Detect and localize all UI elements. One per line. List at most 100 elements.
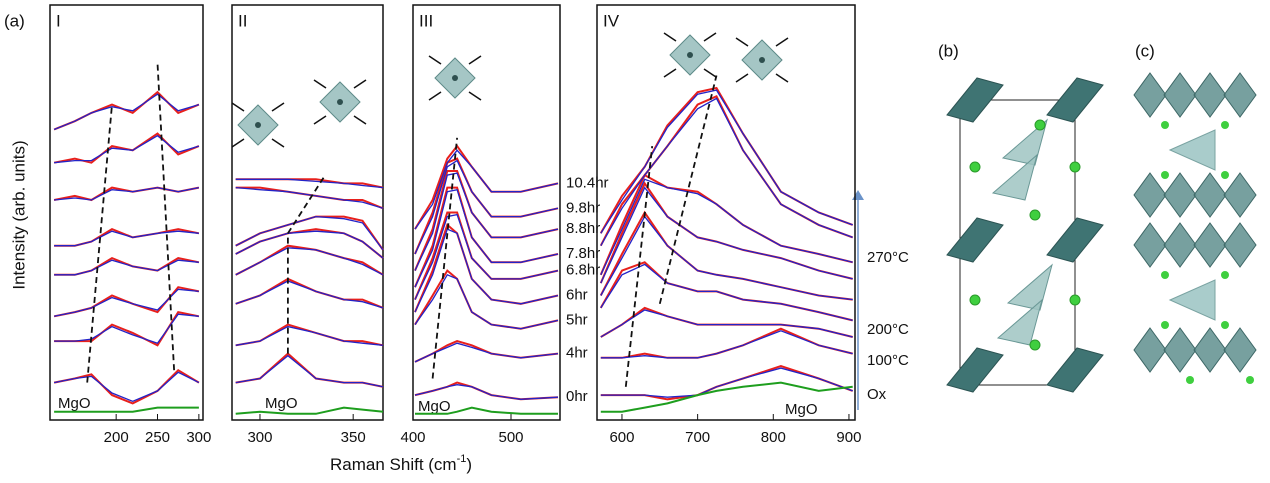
- fit-line: [414, 273, 559, 330]
- panel-number: I: [56, 11, 61, 30]
- spectrum-line: [414, 157, 559, 255]
- peak-guide: [431, 137, 458, 379]
- cation: [1186, 376, 1194, 384]
- spectrum-line: [53, 132, 200, 164]
- vibration-arrow: [703, 68, 717, 78]
- octahedron: [946, 347, 1004, 393]
- vibration-arrow: [428, 91, 442, 101]
- atom: [337, 99, 343, 105]
- temperature-label: 270°C: [867, 249, 909, 266]
- cation: [969, 161, 981, 173]
- vibration-arrow: [663, 32, 677, 42]
- tetrahedron: [1006, 263, 1053, 311]
- series-label: 7.8hr: [566, 245, 600, 262]
- temperature-label: Ox: [867, 386, 887, 403]
- fit-line: [600, 97, 853, 247]
- vibration-arrow: [313, 79, 327, 89]
- tetrahedron: [996, 298, 1043, 346]
- fit-line: [235, 215, 384, 251]
- cation: [1221, 271, 1229, 279]
- vibration-arrow: [231, 102, 245, 112]
- octahedron: [1046, 347, 1104, 393]
- fit-line: [414, 213, 559, 300]
- spectrum-line: [235, 323, 384, 347]
- vibration-arrow: [775, 73, 789, 83]
- cation: [1034, 119, 1046, 131]
- x-tick-label: 200: [104, 429, 129, 446]
- spectrum-line: [235, 215, 384, 251]
- panel-label: (a): [4, 11, 25, 30]
- octahedron: [1133, 222, 1167, 268]
- spectrum-line: [54, 310, 200, 347]
- fit-line: [53, 93, 200, 131]
- tetrahedron: [1168, 129, 1216, 171]
- octahedron: [1133, 327, 1167, 373]
- spectrum-line: [414, 381, 559, 401]
- vibration-arrow: [313, 115, 327, 125]
- series-label: 9.8hr: [566, 199, 600, 216]
- octahedron: [1193, 327, 1227, 373]
- vibration-arrow: [231, 138, 245, 148]
- series-label: 10.4hr: [566, 174, 609, 191]
- x-tick-label: 250: [145, 429, 170, 446]
- series-label: 6.8hr: [566, 262, 600, 279]
- x-axis-label-text: Raman Shift (cm: [330, 455, 457, 474]
- fit-line: [54, 313, 199, 344]
- spectrum-line: [599, 181, 853, 284]
- reference-label: MgO: [58, 395, 91, 412]
- fit-line: [235, 230, 384, 259]
- vibration-arrow: [353, 79, 367, 89]
- x-tick-label: 350: [341, 429, 366, 446]
- y-axis-label: Intensity (arb. units): [9, 140, 28, 289]
- x-tick-label: 600: [609, 429, 634, 446]
- cation: [1161, 121, 1169, 129]
- cation: [1221, 121, 1229, 129]
- vibration-arrow: [703, 32, 717, 42]
- series-label: 5hr: [566, 311, 588, 328]
- fit-line: [600, 215, 853, 301]
- vibration-arrow: [353, 115, 367, 125]
- series-label: 8.8hr: [566, 220, 600, 237]
- fit-line: [414, 384, 559, 400]
- x-tick-label: 800: [761, 429, 786, 446]
- reference-label: MgO: [785, 401, 818, 418]
- cation: [1029, 339, 1041, 351]
- vibration-arrow: [735, 37, 749, 47]
- spectrum-line: [235, 352, 384, 388]
- vibration-arrow: [735, 73, 749, 83]
- panel-label: (c): [1135, 41, 1155, 60]
- octahedron: [1193, 222, 1227, 268]
- octahedron: [1133, 172, 1167, 218]
- fit-line: [235, 247, 384, 276]
- fit-line: [600, 263, 853, 322]
- arrow-head: [852, 190, 864, 200]
- spectrum-line: [599, 210, 853, 301]
- fit-line: [414, 159, 559, 255]
- cation: [969, 294, 981, 306]
- x-tick-label: 300: [186, 429, 211, 446]
- vibration-arrow: [775, 37, 789, 47]
- fit-line: [600, 309, 853, 338]
- series-label: 4hr: [566, 345, 588, 362]
- vibration-arrow: [271, 138, 285, 148]
- cation: [1221, 171, 1229, 179]
- octahedron: [1223, 222, 1257, 268]
- vibration-arrow: [428, 55, 442, 65]
- panel-number: IV: [603, 11, 620, 30]
- fit-line: [235, 354, 384, 388]
- cation: [1161, 271, 1169, 279]
- cation: [1161, 321, 1169, 329]
- fit-line: [600, 330, 853, 359]
- x-axis-label: Raman Shift (cm-1): [330, 453, 472, 475]
- panel-number: II: [238, 11, 247, 30]
- spectrum-line: [414, 223, 559, 313]
- x-axis-label-sup: -1: [457, 453, 467, 465]
- temperature-label: 100°C: [867, 352, 909, 369]
- fit-line: [54, 230, 199, 247]
- octahedron: [1193, 172, 1227, 218]
- x-tick-label: 900: [836, 429, 861, 446]
- series-label: 6hr: [566, 286, 588, 303]
- fit-line: [600, 367, 853, 398]
- peak-guide: [624, 146, 654, 387]
